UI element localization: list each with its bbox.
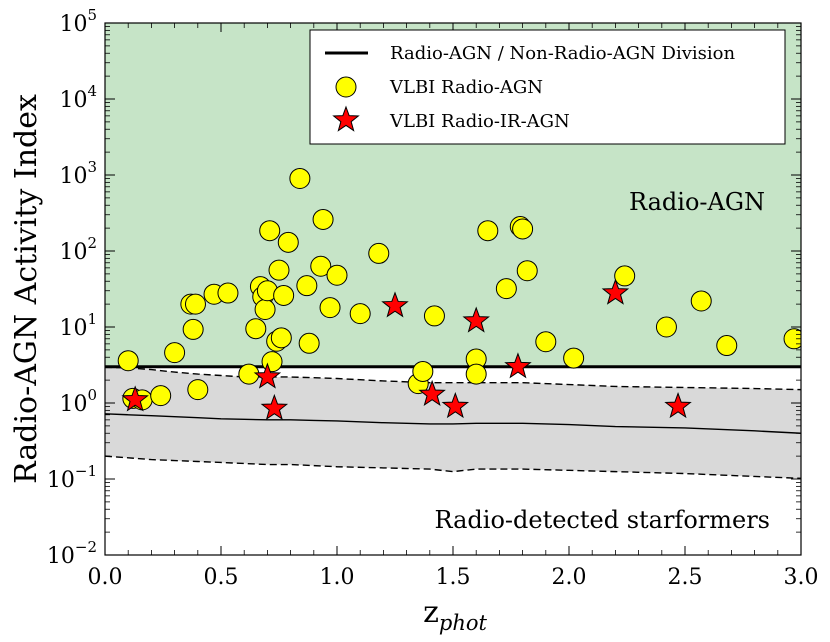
legend: Radio-AGN / Non-Radio-AGN Division VLBI … xyxy=(309,29,786,145)
vlbi-radio-agn-point xyxy=(254,298,276,320)
axis-ticks xyxy=(104,22,802,556)
vlbi-radio-ir-agn-point xyxy=(462,306,490,333)
vlbi-radio-agn-point xyxy=(516,260,538,282)
vlbi-radio-agn-point xyxy=(217,282,239,304)
vlbi-radio-agn-point xyxy=(465,363,487,385)
y-tick-label: 10−1 xyxy=(47,462,97,493)
vlbi-radio-agn-point xyxy=(277,231,299,253)
legend-circle-icon xyxy=(335,76,357,98)
vlbi-radio-ir-agn-point xyxy=(418,379,446,407)
starformer-band xyxy=(105,367,801,479)
vlbi-radio-agn-point xyxy=(298,332,320,354)
vlbi-radio-agn-point xyxy=(319,297,341,319)
vlbi-radio-agn-point xyxy=(245,318,267,340)
vlbi-radio-agn-point xyxy=(655,316,677,338)
axis-tick-labels: 0.0 0.5 1.0 1.5 2.0 2.5 3.0 10−2 10−1 100 101 102 10… xyxy=(47,6,819,590)
region-label-starformers: Radio-detected starformers xyxy=(434,506,770,534)
y-tick-label: 101 xyxy=(59,310,97,341)
y-tick-label: 100 xyxy=(59,386,97,417)
vlbi-radio-agn-point xyxy=(289,167,311,189)
x-tick-label: 2.0 xyxy=(552,565,587,590)
vlbi-radio-ir-agn-point xyxy=(260,393,289,421)
legend-label-vlbi-radio-ir-agn: VLBI Radio-IR-AGN xyxy=(389,111,570,132)
vlbi-radio-ir-agn-point xyxy=(253,362,282,389)
vlbi-radio-agn-point xyxy=(312,208,334,230)
vlbi-radio-agn-point xyxy=(150,385,172,407)
vlbi-radio-agn-point xyxy=(690,290,712,312)
vlbi-radio-agn-point xyxy=(495,278,517,300)
vlbi-radio-agn-point xyxy=(368,242,390,264)
vlbi-radio-ir-agn-point xyxy=(441,392,470,419)
data-points xyxy=(117,167,801,421)
vlbi-radio-ir-agn-point xyxy=(664,392,692,419)
x-axis-title: zphot xyxy=(423,595,487,635)
vlbi-radio-agn-point xyxy=(563,347,585,369)
vlbi-radio-agn-point xyxy=(423,305,445,327)
vlbi-radio-agn-point xyxy=(268,259,290,281)
x-tick-label: 0.0 xyxy=(88,565,123,590)
vlbi-radio-agn-point xyxy=(349,303,371,325)
starformer-band-lower-line xyxy=(105,455,801,480)
vlbi-radio-ir-agn-point xyxy=(504,352,532,379)
vlbi-radio-ir-agn-point xyxy=(601,278,630,305)
vlbi-radio-agn-point xyxy=(477,220,499,242)
vlbi-radio-agn-point xyxy=(716,335,738,357)
vlbi-radio-agn-point xyxy=(261,351,283,373)
vlbi-radio-agn-point xyxy=(117,350,139,372)
vlbi-radio-agn-point xyxy=(412,360,434,382)
vlbi-radio-agn-point xyxy=(310,255,332,277)
vlbi-radio-agn-point xyxy=(259,220,281,242)
vlbi-radio-agn-point xyxy=(296,275,318,297)
vlbi-radio-agn-point xyxy=(184,293,206,315)
y-tick-label: 103 xyxy=(59,158,97,189)
x-tick-label: 3.0 xyxy=(784,565,819,590)
vlbi-radio-ir-agn-point xyxy=(121,385,149,412)
vlbi-radio-agn-point xyxy=(326,264,348,286)
legend-box xyxy=(309,29,786,145)
vlbi-radio-agn-point xyxy=(273,284,295,306)
x-tick-label: 0.5 xyxy=(204,565,239,590)
starformer-band-upper-line xyxy=(105,366,801,391)
legend-star-icon xyxy=(332,105,360,132)
x-axis-title-subscript: phot xyxy=(439,611,488,635)
x-tick-label: 1.0 xyxy=(320,565,355,590)
y-tick-label: 105 xyxy=(59,6,97,37)
y-axis-title: Radio-AGN Activity Index xyxy=(9,94,44,484)
y-tick-label: 102 xyxy=(59,234,97,265)
vlbi-radio-agn-point xyxy=(182,318,204,340)
vlbi-radio-agn-point xyxy=(164,342,186,364)
vlbi-radio-ir-agn-point xyxy=(381,291,409,318)
starformer-median-line xyxy=(105,413,801,434)
region-label-agn: Radio-AGN xyxy=(629,188,765,216)
legend-label-division: Radio-AGN / Non-Radio-AGN Division xyxy=(390,43,735,64)
vlbi-radio-agn-point xyxy=(187,379,209,401)
x-tick-label: 1.5 xyxy=(436,565,471,590)
vlbi-radio-agn-point xyxy=(614,265,636,287)
vlbi-radio-agn-point xyxy=(512,218,534,240)
x-tick-label: 2.5 xyxy=(668,565,703,590)
y-tick-label: 10−2 xyxy=(47,538,97,569)
legend-label-vlbi-radio-agn: VLBI Radio-AGN xyxy=(389,77,543,98)
vlbi-radio-agn-point xyxy=(535,331,557,353)
vlbi-radio-agn-point xyxy=(270,327,292,349)
x-axis-title-main: z xyxy=(423,595,439,630)
y-tick-label: 104 xyxy=(59,82,97,113)
